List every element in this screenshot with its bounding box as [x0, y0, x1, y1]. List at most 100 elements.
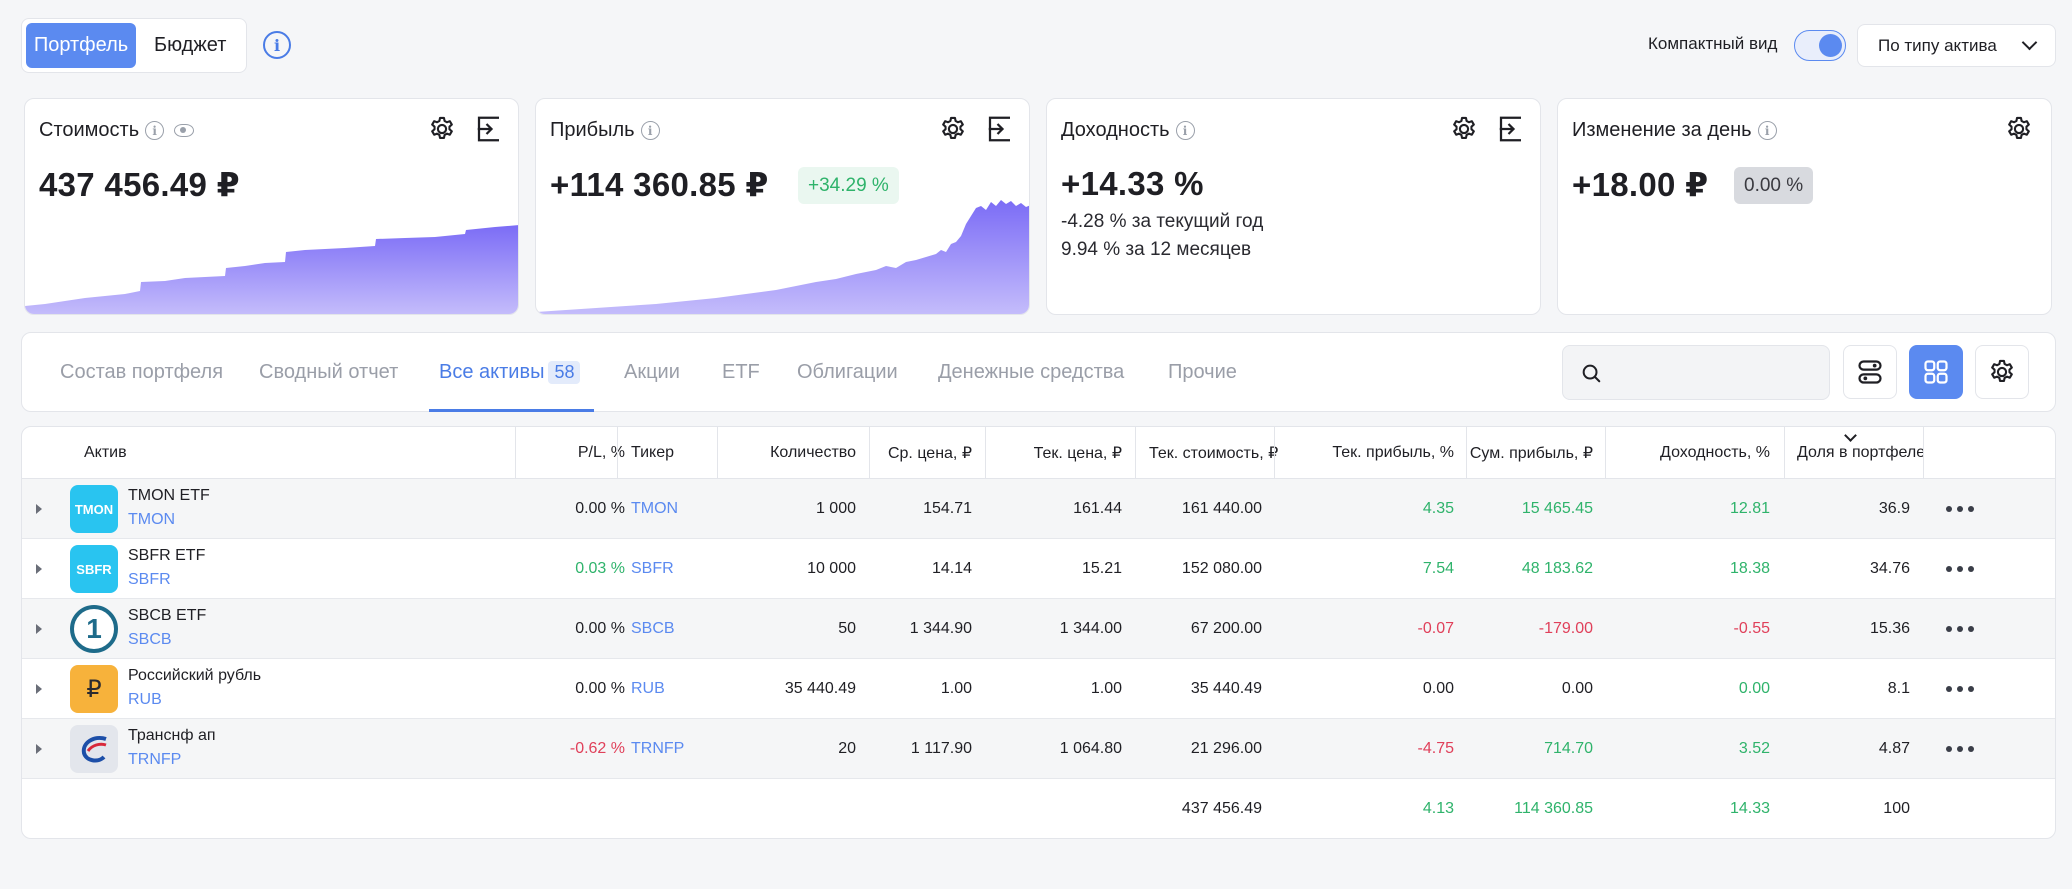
grid-view-button[interactable] [1909, 345, 1963, 399]
table-settings-button[interactable] [1975, 345, 2029, 399]
group-by-value: По типу актива [1878, 35, 1997, 55]
sum-profit-cell: 15 465.45 [1521, 500, 1593, 517]
gear-icon[interactable] [939, 115, 967, 143]
card-value-title: Стоимость i [39, 119, 195, 142]
export-icon[interactable] [1496, 114, 1526, 144]
tab-stocks[interactable]: Акции [624, 361, 680, 383]
expand-row-icon[interactable] [36, 624, 42, 634]
col-asset[interactable]: Актив [84, 444, 127, 461]
table-row[interactable]: SBFR SBFR ETF SBFR 0.03 % SBFR 10 000 14… [22, 539, 2055, 599]
tab-etf[interactable]: ETF [722, 361, 760, 383]
col-share[interactable]: Доля в портфеле [1797, 444, 1923, 461]
tab-all-assets[interactable]: Все активы 58 [439, 361, 581, 384]
tab-portfolio[interactable]: Портфель [26, 23, 136, 68]
more-actions-icon[interactable] [1946, 506, 1974, 512]
tab-budget[interactable]: Бюджет [154, 34, 227, 56]
col-divider[interactable] [515, 427, 516, 479]
col-cur-price[interactable]: Тек. цена, ₽ [1033, 445, 1122, 462]
profit-area-chart [536, 200, 1029, 314]
col-yield[interactable]: Доходность, % [1660, 444, 1770, 461]
tab-bonds[interactable]: Облигации [797, 361, 898, 383]
tab-composition[interactable]: Состав портфеля [60, 361, 224, 383]
pl-cell: 0.00 % [575, 680, 625, 697]
asset-ticker-link[interactable]: TMON [128, 511, 176, 528]
col-sum-profit[interactable]: Сум. прибыль, ₽ [1469, 445, 1593, 462]
ticker-link[interactable]: SBCB [631, 620, 675, 637]
asset-ticker-link[interactable]: TRNFP [128, 751, 182, 768]
active-tab-indicator [429, 409, 594, 412]
compact-view-toggle[interactable] [1794, 30, 1846, 61]
col-avg-price[interactable]: Ср. цена, ₽ [887, 445, 972, 462]
col-divider[interactable] [1784, 427, 1785, 479]
col-cur-profit[interactable]: Тек. прибыль, % [1332, 444, 1454, 461]
more-actions-icon[interactable] [1946, 746, 1974, 752]
ticker-link[interactable]: SBFR [631, 560, 674, 577]
more-actions-icon[interactable] [1946, 686, 1974, 692]
search-input[interactable] [1562, 345, 1830, 400]
table-row[interactable]: 1 SBCB ETF SBCB 0.00 % SBCB 50 1 344.90 … [22, 599, 2055, 659]
gear-icon[interactable] [428, 115, 456, 143]
asset-tabs-panel: Состав портфеля Сводный отчет Все активы… [21, 332, 2056, 412]
tab-all-assets-count: 58 [548, 361, 581, 384]
gear-icon[interactable] [1450, 115, 1478, 143]
card-day-amount: +18.00 ₽ [1572, 166, 1709, 203]
sum-profit-cell: 48 183.62 [1521, 560, 1593, 577]
qty-cell: 20 [838, 740, 856, 757]
gear-icon[interactable] [2005, 115, 2033, 143]
group-by-select[interactable]: По типу актива [1857, 24, 2056, 67]
col-divider[interactable] [617, 427, 618, 479]
expand-row-icon[interactable] [36, 684, 42, 694]
info-icon[interactable]: i [1175, 121, 1195, 140]
asset-ticker-link[interactable]: RUB [128, 691, 162, 708]
more-actions-icon[interactable] [1946, 566, 1974, 572]
info-icon[interactable]: i [145, 121, 165, 140]
expand-row-icon[interactable] [36, 564, 42, 574]
tab-summary[interactable]: Сводный отчет [259, 361, 399, 383]
eye-icon[interactable] [174, 124, 195, 137]
total-cur-profit: 4.13 [1422, 800, 1454, 817]
expand-row-icon[interactable] [36, 504, 42, 514]
table-row[interactable]: ₽ Российский рубль RUB 0.00 % RUB 35 440… [22, 659, 2055, 719]
card-yield-label: Доходность [1061, 119, 1170, 141]
cur-price-cell: 1 064.80 [1059, 740, 1122, 757]
col-divider[interactable] [717, 427, 718, 479]
col-qty[interactable]: Количество [770, 444, 856, 461]
col-cur-value[interactable]: Тек. стоимость, ₽ [1149, 445, 1279, 462]
totals-row: 437 456.49 4.13 114 360.85 14.33 100 [22, 779, 2055, 838]
more-actions-icon[interactable] [1946, 626, 1974, 632]
avg-price-cell: 1.00 [940, 680, 972, 697]
info-icon[interactable]: i [1757, 121, 1777, 140]
col-divider[interactable] [985, 427, 986, 479]
col-divider[interactable] [1135, 427, 1136, 479]
compact-view-label: Компактный вид [1648, 34, 1778, 53]
chevron-down-icon [2021, 34, 2038, 51]
table-row[interactable]: Транснф ап TRNFP -0.62 % TRNFP 20 1 117.… [22, 719, 2055, 779]
export-icon[interactable] [985, 114, 1015, 144]
asset-ticker-link[interactable]: SBFR [128, 571, 171, 588]
col-divider[interactable] [1605, 427, 1606, 479]
info-icon[interactable]: i [640, 121, 660, 140]
col-divider[interactable] [1466, 427, 1467, 479]
table-row[interactable]: TMON TMON ETF TMON 0.00 % TMON 1 000 154… [22, 479, 2055, 539]
tab-cash[interactable]: Денежные средства [938, 361, 1125, 383]
col-ticker[interactable]: Тикер [631, 444, 674, 461]
col-divider[interactable] [869, 427, 870, 479]
list-view-button[interactable] [1843, 345, 1897, 399]
avg-price-cell: 1 344.90 [909, 620, 972, 637]
card-profit: Прибыль i +114 360.85 ₽ +34.29 % [535, 98, 1030, 315]
col-pl[interactable]: P/L, % [577, 444, 625, 461]
ticker-link[interactable]: RUB [631, 680, 665, 697]
col-divider[interactable] [1274, 427, 1275, 479]
asset-ticker-link[interactable]: SBCB [128, 631, 172, 648]
yield-cell: 3.52 [1738, 740, 1770, 757]
ticker-link[interactable]: TRNFP [631, 740, 685, 757]
info-icon[interactable]: i [263, 31, 291, 59]
ticker-link[interactable]: TMON [631, 500, 679, 517]
col-divider[interactable] [1923, 427, 1924, 479]
expand-row-icon[interactable] [36, 744, 42, 754]
card-day-change: Изменение за день i +18.00 ₽ 0.00 % [1557, 98, 2052, 315]
yield-ytd: -4.28 % за текущий год [1061, 211, 1264, 232]
card-profit-amount: +114 360.85 ₽ [550, 166, 769, 203]
export-icon[interactable] [474, 114, 504, 144]
tab-other[interactable]: Прочие [1168, 361, 1237, 383]
